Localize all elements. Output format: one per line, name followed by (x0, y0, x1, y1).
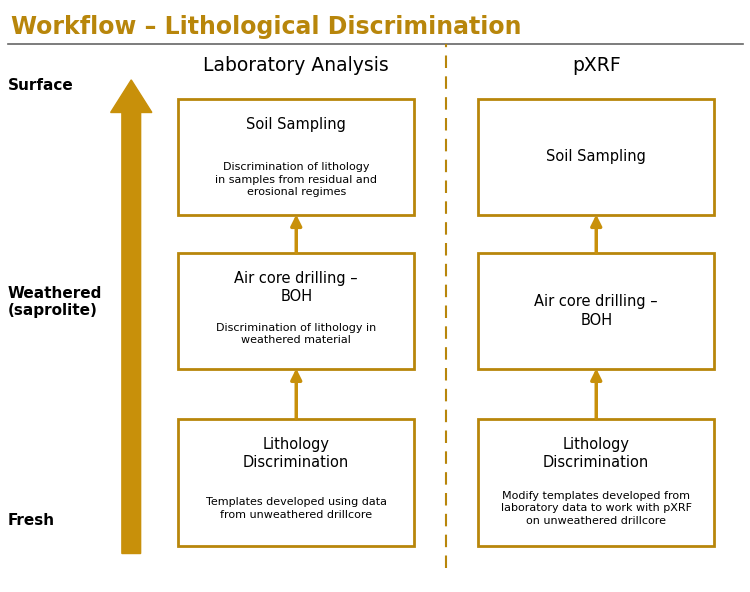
Text: Discrimination of lithology in
weathered material: Discrimination of lithology in weathered… (216, 323, 376, 345)
Text: Workflow – Lithological Discrimination: Workflow – Lithological Discrimination (11, 15, 522, 39)
Text: Surface: Surface (8, 78, 74, 94)
FancyBboxPatch shape (178, 99, 414, 215)
FancyBboxPatch shape (178, 419, 414, 546)
FancyBboxPatch shape (478, 253, 715, 368)
Text: Fresh: Fresh (8, 513, 55, 529)
FancyBboxPatch shape (478, 419, 715, 546)
FancyBboxPatch shape (478, 99, 715, 215)
Text: Templates developed using data
from unweathered drillcore: Templates developed using data from unwe… (206, 497, 387, 520)
Text: Lithology
Discrimination: Lithology Discrimination (243, 437, 350, 470)
Text: Soil Sampling: Soil Sampling (546, 149, 646, 165)
Text: pXRF: pXRF (572, 56, 621, 75)
Text: Weathered
(saprolite): Weathered (saprolite) (8, 286, 102, 318)
Text: Soil Sampling: Soil Sampling (246, 117, 346, 132)
Text: Air core drilling –
BOH: Air core drilling – BOH (535, 294, 658, 327)
Text: Air core drilling –
BOH: Air core drilling – BOH (235, 271, 358, 304)
FancyArrow shape (111, 80, 152, 554)
Text: Laboratory Analysis: Laboratory Analysis (203, 56, 389, 75)
Text: Lithology
Discrimination: Lithology Discrimination (543, 437, 650, 470)
FancyBboxPatch shape (178, 253, 414, 368)
Text: Modify templates developed from
laboratory data to work with pXRF
on unweathered: Modify templates developed from laborato… (501, 491, 692, 526)
Text: Discrimination of lithology
in samples from residual and
erosional regimes: Discrimination of lithology in samples f… (215, 162, 377, 197)
